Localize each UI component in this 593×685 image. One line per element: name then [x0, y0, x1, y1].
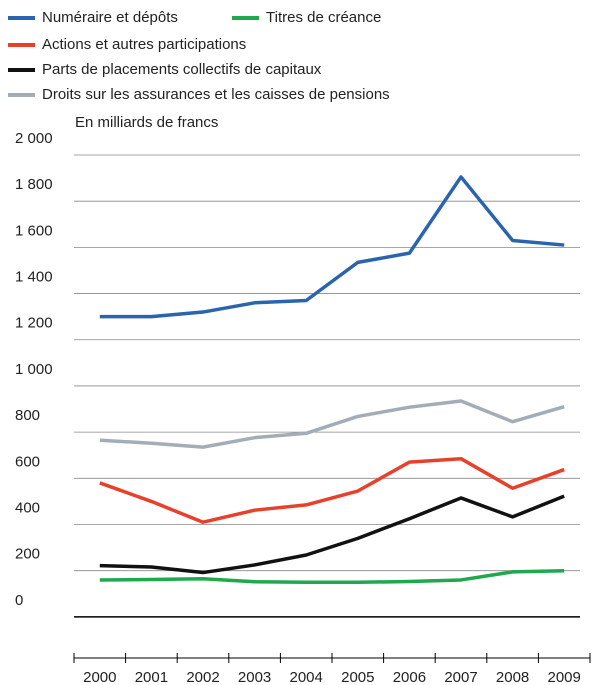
legend-label: Numéraire et dépôts	[42, 9, 178, 26]
x-tick-label: 2001	[135, 669, 168, 685]
series-line	[99, 175, 565, 319]
x-tick-label: 2002	[186, 669, 219, 685]
y-tick-label: 400	[15, 499, 40, 516]
legend-label: Actions et autres participations	[42, 36, 246, 53]
x-tick-label: 2007	[444, 669, 477, 685]
y-tick-label: 200	[15, 546, 40, 563]
x-tick-label: 2004	[290, 669, 323, 685]
legend-label: Droits sur les assurances et les caisses…	[42, 86, 390, 103]
x-tick-label: 2003	[238, 669, 271, 685]
y-tick-label: 1 000	[15, 361, 53, 378]
y-tick-label: 1 400	[15, 269, 53, 286]
x-tick-label: 2009	[548, 669, 581, 685]
x-tick-label: 2008	[496, 669, 529, 685]
y-tick-label: 600	[15, 453, 40, 470]
series-line	[99, 456, 565, 524]
x-tick-label: 2005	[341, 669, 374, 685]
legend-label: Titres de créance	[266, 9, 381, 26]
y-tick-label: 1 600	[15, 222, 53, 239]
y-tick-label: 0	[15, 592, 23, 609]
y-tick-label: 1 200	[15, 315, 53, 332]
series-line	[99, 494, 565, 575]
y-tick-label: 2 000	[15, 130, 53, 147]
y-tick-label: 800	[15, 407, 40, 424]
axis-label: En milliards de francs	[75, 114, 218, 131]
series-line	[99, 399, 565, 449]
series-line	[99, 568, 565, 584]
legend-label: Parts de placements collectifs de capita…	[42, 61, 322, 78]
x-tick-label: 2006	[393, 669, 426, 685]
y-tick-label: 1 800	[15, 176, 53, 193]
x-tick-label: 2000	[83, 669, 116, 685]
